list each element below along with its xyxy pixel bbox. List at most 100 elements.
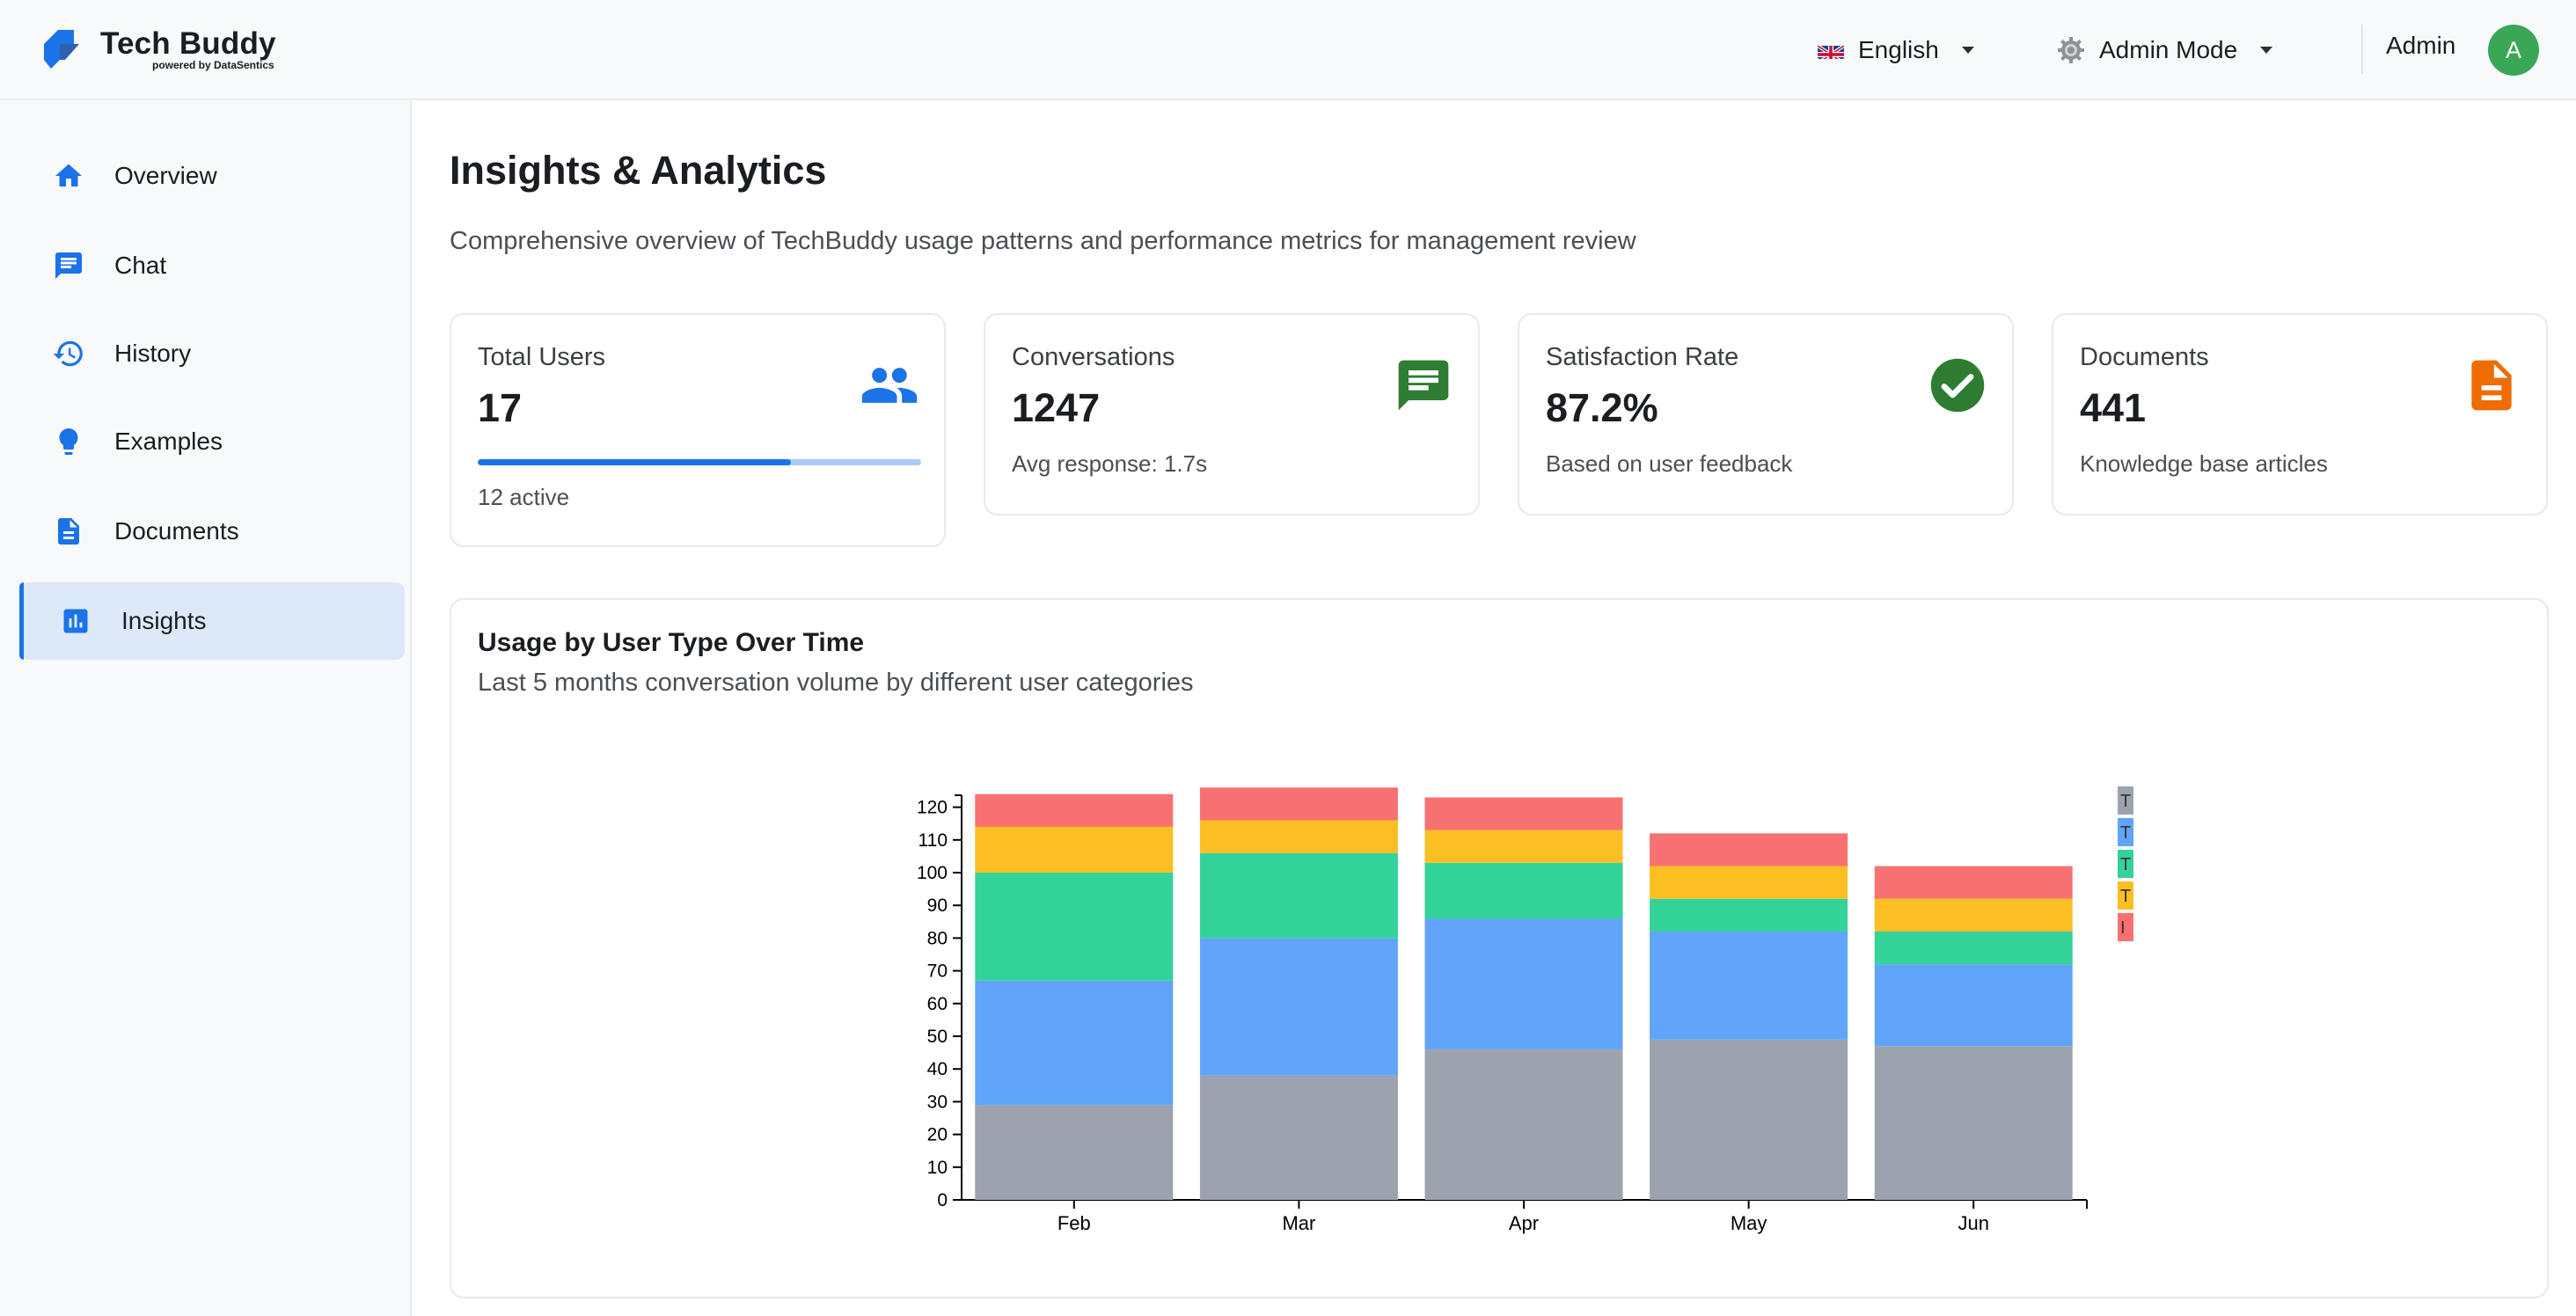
- card-label: Satisfaction Rate: [1546, 343, 1739, 371]
- total-users-card: Total Users 17 12 active: [450, 313, 946, 547]
- sidebar: Overview Chat History Examples Documents…: [0, 100, 412, 1316]
- progress-fill: [478, 459, 791, 465]
- sidebar-item-label: Chat: [114, 252, 167, 279]
- brand-tagline: powered by DataSentics: [151, 59, 274, 71]
- bar-segment: [1199, 852, 1398, 939]
- chart-title: Usage by User Type Over Time: [478, 628, 865, 657]
- language-selector[interactable]: English: [1818, 26, 1974, 74]
- y-tick-label: 60: [927, 994, 948, 1014]
- legend-label: T: [2120, 792, 2131, 811]
- card-value: 87.2%: [1546, 385, 1658, 430]
- brand-name: Tech Buddy: [100, 26, 276, 61]
- bar-segment: [1650, 931, 1848, 1040]
- sidebar-item-insights[interactable]: Insights: [19, 582, 405, 660]
- y-tick-label: 80: [927, 928, 948, 948]
- file-icon: [2462, 355, 2521, 415]
- bar-segment: [1199, 1075, 1398, 1200]
- language-label: English: [1858, 36, 1939, 63]
- conversations-card: Conversations 1247 Avg response: 1.7s: [984, 313, 1480, 515]
- bar-segment: [1424, 797, 1623, 830]
- message-icon: [1394, 355, 1453, 415]
- brand[interactable]: Tech Buddy powered by DataSentics: [39, 23, 276, 76]
- x-tick-label: Jun: [1958, 1212, 1988, 1234]
- sidebar-item-examples[interactable]: Examples: [19, 403, 405, 480]
- card-note: Based on user feedback: [1546, 450, 1793, 477]
- bar-segment: [1199, 938, 1398, 1076]
- active-users-progress: [478, 459, 921, 465]
- page-title: Insights & Analytics: [450, 148, 827, 193]
- legend-swatch: [2118, 786, 2133, 815]
- y-tick-label: 40: [927, 1059, 948, 1079]
- check-circle-icon: [1928, 355, 1987, 415]
- bar-segment: [1199, 787, 1398, 821]
- sidebar-item-label: History: [114, 340, 192, 367]
- bar-segment: [975, 873, 1174, 981]
- card-value: 1247: [1012, 385, 1101, 430]
- sidebar-item-history[interactable]: History: [19, 315, 405, 392]
- legend-swatch: [2118, 818, 2133, 846]
- sidebar-item-label: Overview: [114, 162, 217, 189]
- y-tick-label: 30: [927, 1092, 948, 1112]
- bar-segment: [1874, 866, 2073, 899]
- bar-segment: [975, 826, 1174, 873]
- x-tick-label: Mar: [1282, 1212, 1315, 1234]
- sidebar-item-documents[interactable]: Documents: [19, 493, 405, 570]
- document-icon: [51, 514, 86, 549]
- y-tick-label: 110: [918, 830, 948, 851]
- mode-selector[interactable]: Admin Mode: [2057, 26, 2273, 74]
- card-note: 12 active: [478, 484, 570, 510]
- y-tick-label: 120: [917, 798, 948, 818]
- y-tick-label: 70: [927, 961, 948, 982]
- stacked-bar-chart: 0 10 20 30 40 50 60 70 80 90 100 110 120 Feb Mar Apr May…: [917, 783, 2169, 1234]
- header-divider: [2361, 25, 2363, 74]
- bar-segment: [1650, 866, 1848, 899]
- home-icon: [51, 158, 86, 194]
- gear-icon: [2058, 37, 2084, 63]
- bar-segment: [1650, 898, 1848, 932]
- y-tick-label: 100: [917, 863, 948, 883]
- bar-segment: [975, 1105, 1174, 1200]
- insights-icon: [58, 603, 93, 639]
- top-bar: Tech Buddy powered by DataSentics Englis…: [0, 0, 2576, 100]
- x-tick-label: Apr: [1509, 1212, 1539, 1234]
- chevron-down-icon: [1961, 47, 1974, 54]
- card-value: 441: [2080, 385, 2147, 430]
- bar-segment: [1424, 918, 1623, 1049]
- bar-segment: [1650, 833, 1848, 866]
- bar-segment: [1874, 964, 2073, 1047]
- avatar[interactable]: A: [2488, 25, 2539, 76]
- sidebar-item-overview[interactable]: Overview: [19, 137, 405, 215]
- sidebar-item-label: Insights: [121, 607, 207, 634]
- bar-segment: [1424, 830, 1623, 863]
- card-note: Knowledge base articles: [2080, 450, 2328, 477]
- sidebar-item-label: Documents: [114, 517, 239, 545]
- y-tick-label: 90: [927, 896, 948, 916]
- legend-swatch: [2118, 913, 2133, 941]
- chart-subtitle: Last 5 months conversation volume by dif…: [478, 669, 1194, 697]
- legend-label: T: [2120, 887, 2131, 906]
- history-icon: [51, 336, 86, 371]
- brand-logo-icon: [44, 30, 79, 69]
- x-tick-label: Feb: [1057, 1212, 1091, 1234]
- bar-segment: [975, 980, 1174, 1106]
- card-note: Avg response: 1.7s: [1012, 450, 1208, 477]
- card-label: Conversations: [1012, 343, 1175, 371]
- mode-label: Admin Mode: [2099, 36, 2238, 63]
- y-tick-label: 10: [927, 1158, 948, 1178]
- legend-swatch: [2118, 881, 2133, 910]
- sidebar-item-chat[interactable]: Chat: [19, 227, 405, 304]
- user-name: Admin: [2386, 32, 2456, 59]
- documents-card: Documents 441 Knowledge base articles: [2052, 313, 2548, 515]
- bar-segment: [1424, 1049, 1623, 1200]
- y-tick-label: 0: [937, 1190, 948, 1210]
- y-tick-label: 50: [927, 1027, 948, 1047]
- users-icon: [860, 355, 919, 415]
- bar-segment: [1199, 820, 1398, 853]
- usage-chart-panel: Usage by User Type Over Time Last 5 mont…: [450, 598, 2549, 1298]
- x-tick-label: May: [1731, 1212, 1767, 1234]
- legend-swatch: [2118, 850, 2133, 878]
- sidebar-item-label: Examples: [114, 428, 223, 455]
- legend-clip: [2133, 783, 2169, 948]
- uk-flag-icon: [1818, 41, 1844, 59]
- legend-label: I: [2120, 918, 2126, 938]
